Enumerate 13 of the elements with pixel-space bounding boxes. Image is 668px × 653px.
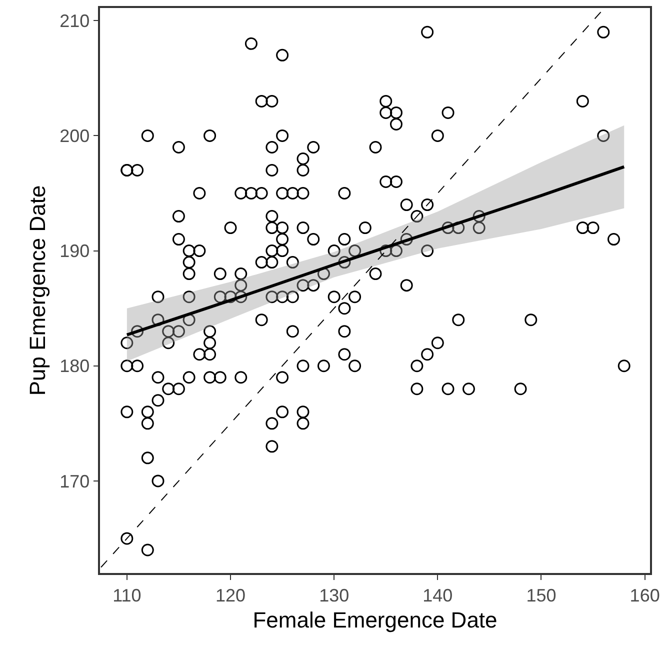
x-axis-title: Female Emergence Date — [252, 608, 498, 633]
y-tick-label: 190 — [60, 241, 90, 262]
y-axis-title: Pup Emergence Date — [24, 185, 50, 396]
x-tick-label: 110 — [112, 585, 142, 606]
x-tick-label: 130 — [319, 585, 350, 606]
y-tick-label: 210 — [60, 10, 90, 31]
y-tick-label: 180 — [60, 356, 90, 376]
y-tick-label: 200 — [60, 126, 90, 146]
x-tick-label: 140 — [422, 585, 453, 606]
x-tick-label: 160 — [630, 585, 660, 606]
x-tick-label: 120 — [215, 585, 246, 606]
y-tick-label: 170 — [60, 471, 90, 492]
x-tick-label: 150 — [526, 585, 556, 606]
